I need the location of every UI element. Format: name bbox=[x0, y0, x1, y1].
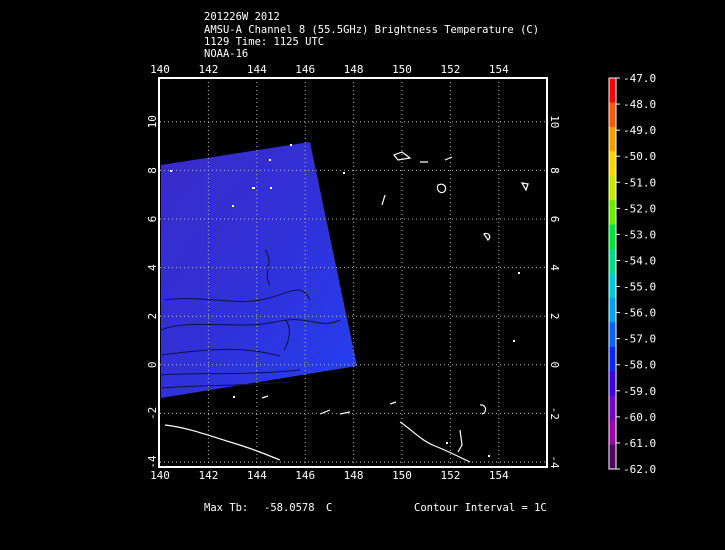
colorbar-label: -47.0 bbox=[623, 72, 656, 85]
product-date: 201226W 2012 bbox=[204, 11, 280, 23]
colorbar-segment bbox=[609, 444, 616, 470]
colorbar-label: -50.0 bbox=[623, 150, 656, 163]
colorbar-label: -59.0 bbox=[623, 385, 656, 398]
lat-tick-label: 2 bbox=[548, 313, 561, 320]
colorbar-segment bbox=[609, 371, 616, 397]
lat-tick-label: 6 bbox=[548, 216, 561, 223]
lat-tick-label: 0 bbox=[548, 361, 561, 368]
colorbar-segment bbox=[609, 395, 616, 421]
colorbar-label: -57.0 bbox=[623, 333, 656, 346]
colorbar-segment bbox=[609, 151, 616, 177]
colorbar-label: -56.0 bbox=[623, 307, 656, 320]
colorbar-segment bbox=[609, 322, 616, 348]
colorbar-segment bbox=[609, 78, 616, 103]
lon-tick-label: 146 bbox=[295, 63, 315, 76]
colorbar-label: -48.0 bbox=[623, 98, 656, 111]
lat-labels-left: -4 -2 0 2 4 6 8 10 bbox=[146, 115, 159, 468]
lat-tick-label: -4 bbox=[146, 455, 159, 469]
colorbar-label: -62.0 bbox=[623, 463, 656, 476]
colorbar-segment bbox=[609, 126, 616, 152]
lat-tick-label: 10 bbox=[146, 115, 159, 128]
lat-tick-label: 6 bbox=[146, 216, 159, 223]
lon-tick-label: 142 bbox=[198, 63, 218, 76]
coastlines bbox=[164, 151, 529, 463]
lat-labels-right: -4 -2 0 2 4 6 8 10 bbox=[548, 115, 561, 469]
grid-lines bbox=[160, 78, 547, 467]
lon-tick-label: 154 bbox=[489, 63, 509, 76]
max-tb-unit: C bbox=[326, 502, 333, 514]
colorbar-labels: -47.0 -48.0 -49.0 -50.0 -51.0 -52.0 -53.0 -54.0… bbox=[616, 72, 656, 476]
lon-tick-label: 154 bbox=[489, 469, 509, 482]
contour-lines bbox=[160, 249, 341, 389]
colorbar-segment bbox=[609, 102, 616, 128]
colorbar-label: -52.0 bbox=[623, 202, 656, 215]
colorbar-segment bbox=[609, 420, 616, 446]
islets bbox=[170, 144, 520, 457]
lat-tick-label: -4 bbox=[548, 455, 561, 469]
colorbar-label: -61.0 bbox=[623, 437, 656, 450]
lat-tick-label: 4 bbox=[146, 264, 159, 271]
product-title: AMSU-A Channel 8 (55.5GHz) Brightness Te… bbox=[204, 24, 540, 36]
lon-tick-label: 148 bbox=[344, 469, 364, 482]
max-tb-value: -58.0578 bbox=[264, 502, 315, 514]
colorbar-segment bbox=[609, 346, 616, 372]
lat-tick-label: -2 bbox=[146, 407, 159, 420]
lon-tick-label: 144 bbox=[247, 469, 267, 482]
lon-tick-label: 148 bbox=[344, 63, 364, 76]
colorbar-label: -55.0 bbox=[623, 281, 656, 294]
lat-tick-label: 8 bbox=[146, 167, 159, 174]
lon-tick-label: 142 bbox=[198, 469, 218, 482]
max-tb-label: Max Tb: bbox=[204, 502, 249, 514]
lon-tick-label: 150 bbox=[392, 469, 412, 482]
lon-tick-label: 152 bbox=[440, 469, 460, 482]
lon-tick-label: 152 bbox=[440, 63, 460, 76]
lon-tick-label: 140 bbox=[150, 469, 170, 482]
lat-tick-label: 2 bbox=[146, 313, 159, 320]
colorbar-label: -54.0 bbox=[623, 254, 656, 267]
colorbar-segment bbox=[609, 249, 616, 274]
colorbar-label: -60.0 bbox=[623, 411, 656, 424]
colorbar-segment bbox=[609, 297, 616, 323]
colorbar-segment bbox=[609, 175, 616, 201]
lon-labels-top: 140 142 144 146 148 150 152 154 bbox=[150, 63, 509, 76]
lon-tick-label: 144 bbox=[247, 63, 267, 76]
colorbar-label: -51.0 bbox=[623, 176, 656, 189]
product-time: 1129 Time: 1125 UTC bbox=[204, 36, 325, 48]
lon-tick-label: 140 bbox=[150, 63, 170, 76]
brightness-swath bbox=[161, 142, 357, 398]
colorbar-label: -53.0 bbox=[623, 228, 656, 241]
map-frame bbox=[158, 77, 548, 468]
colorbar-segment bbox=[609, 273, 616, 299]
lat-tick-label: 10 bbox=[548, 115, 561, 128]
contour-interval: Contour Interval = 1C bbox=[414, 502, 547, 514]
colorbar-segment bbox=[609, 224, 616, 250]
lon-tick-label: 146 bbox=[295, 469, 315, 482]
satellite-name: NOAA-16 bbox=[204, 48, 249, 60]
colorbar bbox=[608, 77, 617, 470]
colorbar-label: -58.0 bbox=[623, 359, 656, 372]
colorbar-segment bbox=[609, 200, 616, 226]
lat-tick-label: -2 bbox=[548, 407, 561, 420]
lon-labels-bottom: 140 142 144 146 148 150 152 154 bbox=[150, 469, 509, 482]
lon-tick-label: 150 bbox=[392, 63, 412, 76]
lat-tick-label: 4 bbox=[548, 264, 561, 271]
colorbar-label: -49.0 bbox=[623, 124, 656, 137]
colorbar-frame bbox=[608, 77, 617, 470]
lat-tick-label: 0 bbox=[146, 361, 159, 368]
lat-tick-label: 8 bbox=[548, 167, 561, 174]
